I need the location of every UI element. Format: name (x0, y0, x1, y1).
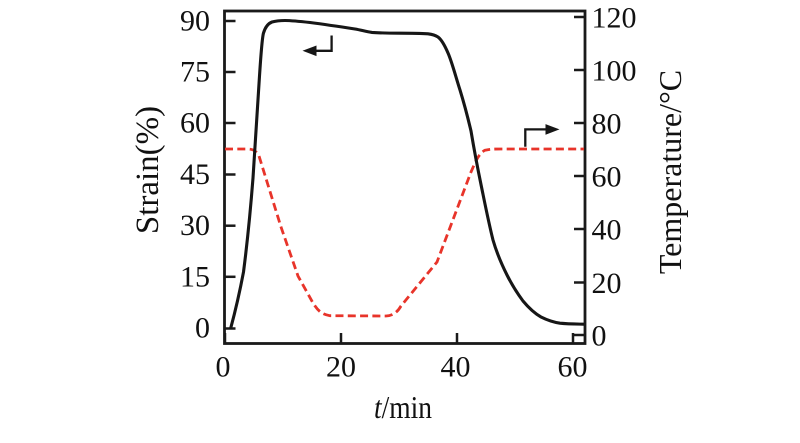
svg-text:0: 0 (195, 312, 210, 345)
svg-text:100: 100 (592, 55, 637, 88)
svg-text:20: 20 (326, 351, 356, 384)
svg-text:15: 15 (180, 260, 210, 293)
svg-text:120: 120 (592, 2, 637, 35)
svg-text:0: 0 (216, 351, 231, 384)
svg-text:80: 80 (592, 108, 622, 141)
svg-text:t/min: t/min (374, 389, 432, 425)
svg-text:0: 0 (592, 320, 607, 353)
svg-text:45: 45 (180, 158, 210, 191)
svg-text:60: 60 (558, 351, 588, 384)
svg-text:30: 30 (180, 209, 210, 242)
svg-text:60: 60 (180, 107, 210, 140)
svg-text:75: 75 (180, 56, 210, 89)
svg-text:40: 40 (592, 214, 622, 247)
svg-text:40: 40 (441, 351, 471, 384)
svg-text:Temperature/°C: Temperature/°C (652, 70, 688, 274)
svg-text:20: 20 (592, 267, 622, 300)
svg-text:60: 60 (592, 161, 622, 194)
svg-text:Strain(%): Strain(%) (130, 106, 166, 234)
svg-text:90: 90 (180, 5, 210, 38)
